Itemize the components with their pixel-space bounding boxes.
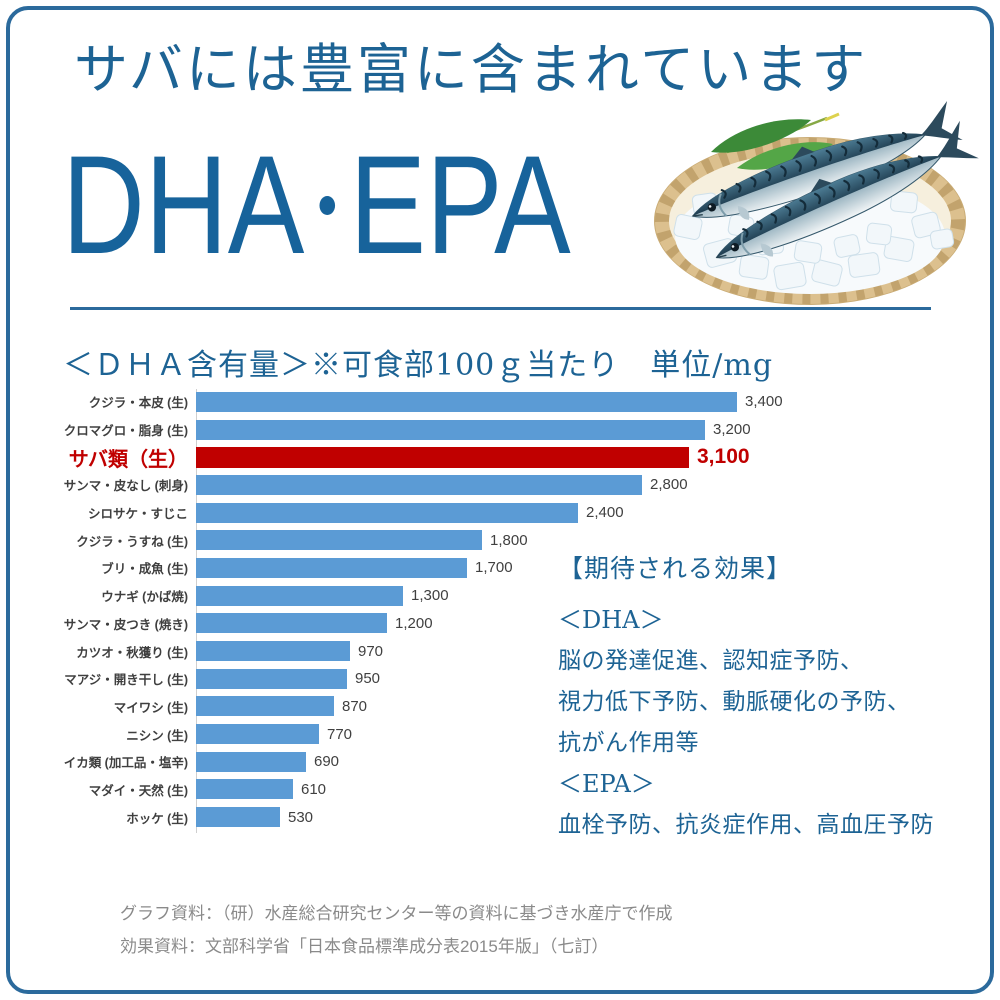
chart-row: マイワシ (生) 870 <box>60 693 800 721</box>
bar <box>196 751 306 772</box>
bar-value-label: 2,400 <box>586 504 624 522</box>
chart-title: ＜ＤＨＡ含有量＞※可食部100ｇ当たり 単位/mg <box>63 348 774 383</box>
chart-row: カツオ・秋獲り (生) 970 <box>60 637 800 665</box>
bar-category-label: サンマ・皮つき (焼き) <box>63 617 188 632</box>
bar-value-label: 770 <box>327 725 353 743</box>
bar-category-label: ウナギ (かば焼) <box>101 590 188 605</box>
bar-category-label: ブリ・成魚 (生) <box>101 562 188 577</box>
epa-effect-line: 血栓予防、抗炎症作用、高血圧予防 <box>558 812 934 838</box>
bar-category-label: クジラ・本皮 (生) <box>88 396 188 411</box>
expected-effects-panel: 【期待される効果】 ＜DHA＞ 脳の発達促進、認知症予防、 視力低下予防、動脈硬… <box>558 552 934 846</box>
bar <box>196 530 482 551</box>
chart-row: マダイ・天然 (生) 610 <box>60 776 800 804</box>
chart-row: ブリ・成魚 (生) 1,700 <box>60 554 800 582</box>
chart-row: クジラ・本皮 (生) 3,400 <box>60 388 800 416</box>
bar <box>196 779 293 800</box>
source-citations: グラフ資料：（研）水産総合研究センター等の資料に基づき水産庁で作成 効果資料：文… <box>120 897 673 963</box>
bar-chart: クジラ・本皮 (生) 3,400 クロマグロ・脂身 (生) 3,200 サバ類（生） 3,… <box>60 388 800 831</box>
bar-value-label: 530 <box>288 808 314 826</box>
bar-value-label: 970 <box>358 642 384 660</box>
bar-value-label: 1,800 <box>490 531 528 549</box>
chart-row: サンマ・皮なし (刺身) 2,800 <box>60 471 800 499</box>
bar-category-label: シロサケ・すじこ <box>87 507 188 522</box>
bar <box>196 613 387 634</box>
bar-category-label: マダイ・天然 (生) <box>88 783 188 798</box>
middle-dot-icon <box>319 195 335 215</box>
bar-value-label: 690 <box>314 753 340 771</box>
chart-row: ウナギ (かば焼) 1,300 <box>60 582 800 610</box>
bar-value-label: 3,400 <box>745 393 783 411</box>
page-title: サバには豊富に含まれています <box>74 38 869 101</box>
bar-category-label: ニシン (生) <box>126 728 188 743</box>
bar-category-label: マイワシ (生) <box>113 700 188 715</box>
dha-effect-line: 脳の発達促進、認知症予防、 <box>558 648 864 674</box>
bar-category-label: ホッケ (生) <box>126 811 188 826</box>
headline-dha: DHA <box>62 126 305 283</box>
mackerel-photo <box>654 96 983 305</box>
bar-category-label: サンマ・皮なし (刺身) <box>63 479 188 494</box>
bar-value-label: 1,200 <box>395 614 433 632</box>
bar-category-label: イカ類 (加工品・塩辛) <box>63 756 188 771</box>
chart-row: サンマ・皮つき (焼き) 1,200 <box>60 610 800 638</box>
bar-category-label: マアジ・開き干し (生) <box>64 673 188 688</box>
bar-highlight <box>196 446 689 468</box>
bar-value-label: 3,200 <box>713 421 751 439</box>
bar <box>196 724 319 745</box>
epa-label: ＜EPA＞ <box>558 770 655 798</box>
chart-row: サバ類（生） 3,100 <box>60 443 800 471</box>
bar <box>196 391 737 412</box>
chart-row: ホッケ (生) 530 <box>60 803 800 831</box>
bar-value-label: 1,700 <box>475 559 513 577</box>
bar-value-label: 950 <box>355 670 381 688</box>
chart-row: イカ類 (加工品・塩辛) 690 <box>60 748 800 776</box>
bar-category-label: クジラ・うすね (生) <box>76 534 188 549</box>
chart-row: クジラ・うすね (生) 1,800 <box>60 526 800 554</box>
bar-category-label: クロマグロ・脂身 (生) <box>63 424 188 439</box>
bar-value-label: 610 <box>301 780 327 798</box>
dha-effect-line: 抗がん作用等 <box>558 730 699 756</box>
divider-line <box>70 307 931 310</box>
chart-axis-line <box>196 389 197 833</box>
bar <box>196 419 705 440</box>
bamboo-leaves <box>711 112 840 170</box>
bar-value-label: 1,300 <box>411 587 449 605</box>
bar <box>196 696 334 717</box>
bar <box>196 807 280 828</box>
bar <box>196 557 467 578</box>
bar-category-label: サバ類（生） <box>68 448 188 471</box>
bar <box>196 585 403 606</box>
chart-row: ニシン (生) 770 <box>60 720 800 748</box>
headline-dha-epa: DHA EPA <box>62 135 571 275</box>
dha-effect-line: 視力低下予防、動脈硬化の予防、 <box>558 689 911 715</box>
bar-value-label: 2,800 <box>650 476 688 494</box>
bar <box>196 474 642 495</box>
bar-value-label: 3,100 <box>697 445 750 469</box>
chart-row: マアジ・開き干し (生) 950 <box>60 665 800 693</box>
bar <box>196 502 578 523</box>
effects-source: 効果資料：文部科学省「日本食品標準成分表2015年版」（七訂） <box>120 937 609 956</box>
dha-label: ＜DHA＞ <box>558 606 664 634</box>
effects-heading: 【期待される効果】 <box>558 554 793 583</box>
chart-row: シロサケ・すじこ 2,400 <box>60 499 800 527</box>
bar-category-label: カツオ・秋獲り (生) <box>76 645 188 660</box>
chart-source: グラフ資料：（研）水産総合研究センター等の資料に基づき水産庁で作成 <box>120 904 673 923</box>
chart-row: クロマグロ・脂身 (生) 3,200 <box>60 416 800 444</box>
bar-value-label: 870 <box>342 697 368 715</box>
bar <box>196 668 347 689</box>
headline-epa: EPA <box>349 126 571 283</box>
bar <box>196 641 350 662</box>
